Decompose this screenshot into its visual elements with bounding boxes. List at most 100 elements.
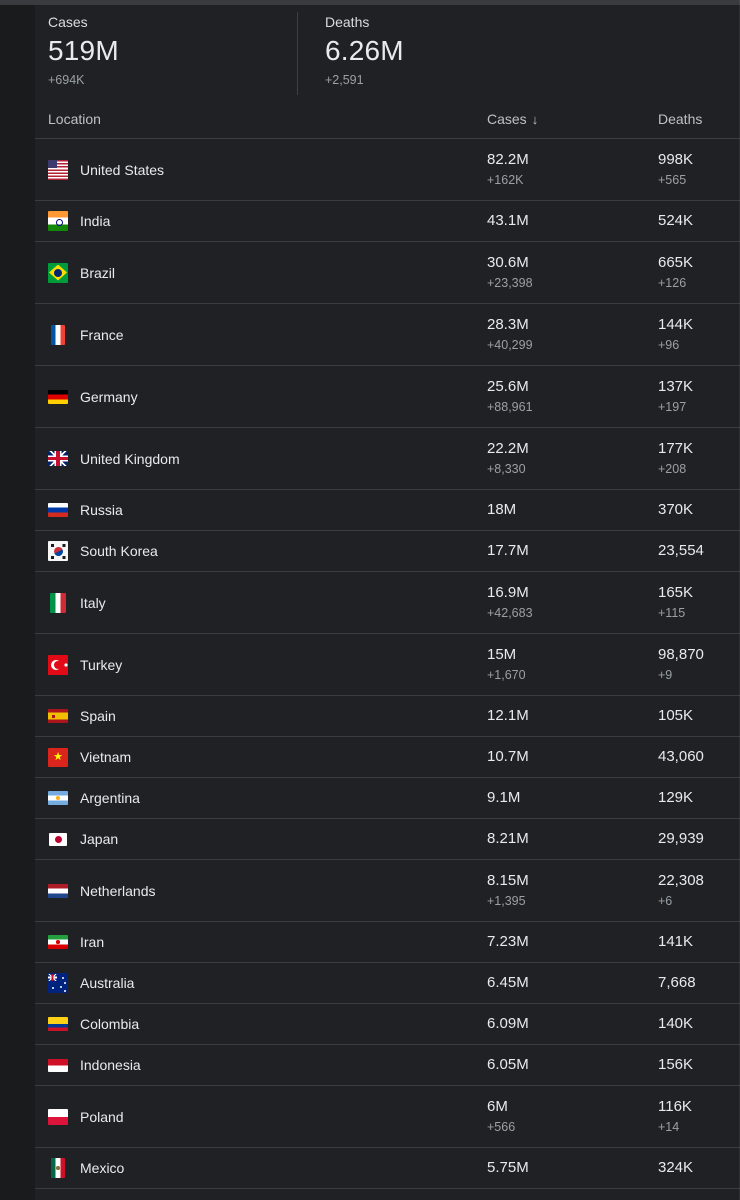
deaths-value: 141K: [658, 933, 694, 950]
table-row[interactable]: Poland 6M +566 116K +14: [35, 1086, 740, 1148]
table-row[interactable]: Australia 6.45M 7,668: [35, 963, 740, 1004]
deaths-value: 43,060: [658, 748, 704, 765]
deaths-value: 177K: [658, 440, 694, 457]
cases-value: 15M: [487, 646, 517, 663]
cases-cell: 25.6M +88,961: [487, 366, 658, 427]
country-name: Australia: [80, 975, 135, 991]
cases-cell: 16.9M +42,683: [487, 572, 658, 633]
column-header-location[interactable]: Location: [48, 110, 101, 127]
location-cell: Vietnam: [35, 737, 487, 777]
cases-delta: +88,961: [487, 400, 533, 414]
location-cell: India: [35, 201, 487, 241]
deaths-cell: 998K +565: [658, 139, 740, 200]
cases-cell: 7.23M: [487, 922, 658, 962]
deaths-delta: +6: [658, 894, 673, 908]
country-name: South Korea: [80, 543, 158, 559]
deaths-cell: 98,870 +9: [658, 634, 740, 695]
deaths-cell: 129K: [658, 778, 740, 818]
country-name: Colombia: [80, 1016, 140, 1032]
cases-value: 6M: [487, 1098, 508, 1115]
deaths-delta: +115: [658, 606, 686, 620]
table-row[interactable]: Brazil 30.6M +23,398 665K +126: [35, 242, 740, 304]
deaths-delta: +197: [658, 400, 687, 414]
deaths-cell: 165K +115: [658, 572, 740, 633]
table-row[interactable]: Turkey 15M +1,670 98,870 +9: [35, 634, 740, 696]
cases-value: 5.75M: [487, 1159, 529, 1176]
column-header-deaths[interactable]: Deaths: [658, 110, 703, 127]
flag-poland-icon: [48, 1108, 68, 1125]
table-row[interactable]: Iran 7.23M 141K: [35, 922, 740, 963]
table-row[interactable]: Spain 12.1M 105K: [35, 696, 740, 737]
deaths-value: 116K: [658, 1098, 692, 1115]
deaths-value: 370K: [658, 501, 694, 518]
deaths-cell: 116K +14: [658, 1086, 740, 1147]
location-cell: Italy: [35, 572, 487, 633]
cases-cell: 15M +1,670: [487, 634, 658, 695]
table-header-row: Location Cases ↓ Deaths: [35, 99, 740, 139]
cases-value: 43.1M: [487, 212, 529, 229]
table-row[interactable]: United Kingdom 22.2M +8,330 177K +208: [35, 428, 740, 490]
deaths-cell: 7,668: [658, 963, 740, 1003]
covid-stats-panel: Cases 519M +694K Deaths 6.26M +2,591 Loc…: [35, 0, 740, 1200]
cases-cell: 6M +566: [487, 1086, 658, 1147]
table-row[interactable]: Mexico 5.75M 324K: [35, 1148, 740, 1189]
table-row[interactable]: Vietnam 10.7M 43,060: [35, 737, 740, 778]
deaths-value: 29,939: [658, 830, 704, 847]
cases-cell: 6.09M: [487, 1004, 658, 1044]
deaths-summary-label: Deaths: [325, 14, 370, 30]
country-name: Netherlands: [80, 882, 156, 899]
cases-value: 30.6M: [487, 254, 529, 271]
cases-value: 17.7M: [487, 542, 529, 559]
location-cell: Spain: [35, 696, 487, 736]
deaths-cell: 156K: [658, 1045, 740, 1085]
column-header-cases[interactable]: Cases ↓: [487, 111, 658, 127]
location-cell: Australia: [35, 963, 487, 1003]
cases-value: 82.2M: [487, 151, 529, 168]
flag-brazil-icon: [48, 262, 68, 283]
location-cell: Brazil: [35, 242, 487, 303]
cases-summary-label: Cases: [48, 14, 88, 30]
table-row[interactable]: Japan 8.21M 29,939: [35, 819, 740, 860]
table-row[interactable]: India 43.1M 524K: [35, 201, 740, 242]
deaths-cell: 324K: [658, 1148, 740, 1188]
table-row[interactable]: Argentina 9.1M 129K: [35, 778, 740, 819]
table-row[interactable]: Italy 16.9M +42,683 165K +115: [35, 572, 740, 634]
cases-value: 22.2M: [487, 440, 529, 457]
deaths-cell: 29,939: [658, 819, 740, 859]
cases-delta: +1,395: [487, 894, 526, 908]
table-row[interactable]: France 28.3M +40,299 144K +96: [35, 304, 740, 366]
cases-value: 6.45M: [487, 974, 529, 991]
cases-cell: 82.2M +162K: [487, 139, 658, 200]
table-row[interactable]: Colombia 6.09M 140K: [35, 1004, 740, 1045]
cases-value: 28.3M: [487, 316, 529, 333]
location-cell: United States: [35, 139, 487, 200]
deaths-value: 98,870: [658, 646, 704, 663]
flag-germany-icon: [48, 389, 68, 404]
table-row[interactable]: Germany 25.6M +88,961 137K +197: [35, 366, 740, 428]
flag-united-states-icon: [48, 159, 68, 180]
location-cell: Turkey: [35, 634, 487, 695]
flag-indonesia-icon: [48, 1058, 68, 1072]
location-cell: Mexico: [35, 1148, 487, 1188]
cases-cell: 12.1M: [487, 696, 658, 736]
location-cell: Germany: [35, 366, 487, 427]
table-row[interactable]: Russia 18M 370K: [35, 490, 740, 531]
table-body: United States 82.2M +162K 998K +565 India 43.1…: [35, 139, 740, 1189]
cases-cell: 30.6M +23,398: [487, 242, 658, 303]
table-row[interactable]: Netherlands 8.15M +1,395 22,308 +6: [35, 860, 740, 922]
deaths-value: 129K: [658, 789, 694, 806]
cases-delta: +1,670: [487, 668, 526, 682]
flag-colombia-icon: [48, 1017, 68, 1031]
cases-cell: 18M: [487, 490, 658, 530]
cases-value: 9.1M: [487, 789, 521, 806]
cases-delta: +8,330: [487, 462, 526, 476]
country-name: Indonesia: [80, 1057, 141, 1073]
location-cell: France: [35, 304, 487, 365]
flag-russia-icon: [48, 503, 68, 517]
deaths-summary-delta: +2,591: [325, 73, 364, 87]
country-name: Spain: [80, 708, 116, 724]
table-row[interactable]: South Korea 17.7M 23,554: [35, 531, 740, 572]
table-row[interactable]: Indonesia 6.05M 156K: [35, 1045, 740, 1086]
table-row[interactable]: United States 82.2M +162K 998K +565: [35, 139, 740, 201]
deaths-value: 144K: [658, 316, 694, 333]
